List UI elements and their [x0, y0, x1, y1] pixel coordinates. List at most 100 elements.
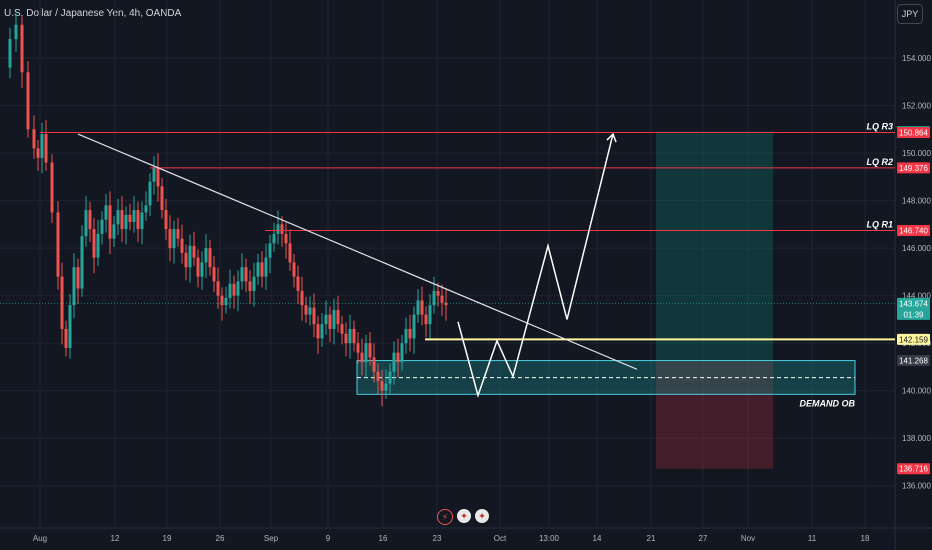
- candle-body: [140, 212, 144, 230]
- candle-body: [14, 24, 18, 40]
- candle-body: [432, 290, 436, 306]
- demand-zone-label: DEMAND OB: [800, 398, 856, 408]
- candle-body: [372, 357, 376, 372]
- candle-body: [176, 229, 180, 239]
- x-tick-label: 12: [111, 534, 120, 543]
- y-tick-label: 140.000: [902, 387, 931, 396]
- zones: DEMAND OB: [356, 131, 856, 469]
- y-tick-label: 138.000: [902, 434, 931, 443]
- x-tick-label: 18: [861, 534, 870, 543]
- trendline: [77, 133, 638, 370]
- price-tags: 150.909150.864149.376146.740143.67401:39…: [897, 125, 930, 475]
- candle-body: [56, 212, 60, 277]
- candle-body: [188, 245, 192, 268]
- candle-body: [200, 262, 204, 277]
- y-tick-label: 144.000: [902, 292, 931, 301]
- candle-body: [316, 324, 320, 339]
- level-price-tag-text: 150.864: [899, 129, 928, 138]
- candle-body: [400, 343, 404, 363]
- candle-body: [416, 300, 420, 315]
- candle-body: [144, 205, 148, 213]
- candle-body: [20, 24, 24, 73]
- y-tick-label: 150.000: [902, 149, 931, 158]
- highlight-price-tag-text: 142.159: [899, 335, 928, 344]
- candle-body: [260, 262, 264, 277]
- candle-body: [264, 257, 268, 277]
- candle-body: [428, 305, 432, 325]
- candle-body: [360, 352, 364, 363]
- candle-body: [364, 343, 368, 363]
- candle-body: [132, 210, 136, 222]
- candle-body: [412, 314, 416, 339]
- candle-body: [172, 229, 176, 249]
- candle-body: [80, 236, 84, 289]
- candle-body: [332, 309, 336, 329]
- candle-body: [136, 210, 140, 230]
- x-tick-label: 23: [433, 534, 442, 543]
- chart-title: U.S. Dollar / Japanese Yen, 4h, OANDA: [4, 8, 182, 19]
- projection-arrow: [606, 132, 617, 143]
- candle-body: [40, 134, 44, 158]
- stop-price-tag: [897, 463, 930, 475]
- candle-body: [72, 267, 76, 306]
- candle-body: [196, 257, 200, 277]
- candle-body: [236, 281, 240, 296]
- entry-price-tag: [897, 355, 930, 367]
- candle-body: [76, 267, 80, 289]
- candle-body: [344, 333, 348, 344]
- flag-icon-2[interactable]: ✦: [475, 509, 489, 523]
- candle-body: [312, 307, 316, 325]
- candle-body: [32, 129, 36, 149]
- candle-body: [392, 352, 396, 372]
- candle-body: [44, 134, 48, 163]
- candle-body: [216, 281, 220, 296]
- candle-body: [204, 248, 208, 263]
- candle-body: [120, 210, 124, 230]
- x-tick-label: 16: [379, 534, 388, 543]
- candle-body: [388, 371, 392, 384]
- flag-icon-1[interactable]: ✦: [457, 509, 471, 523]
- candle-body: [50, 162, 54, 213]
- candle-body: [96, 233, 100, 258]
- level-price-tag: [897, 162, 930, 174]
- candle-body: [112, 224, 116, 239]
- candle-body: [152, 167, 156, 182]
- y-tick-label: 136.000: [902, 482, 931, 491]
- highlight-price-tag: [897, 333, 930, 345]
- candle-body: [252, 276, 256, 291]
- x-tick-label: 21: [647, 534, 656, 543]
- current-price-tag-text: 143.674: [899, 299, 928, 308]
- x-tick-label: 9: [326, 534, 331, 543]
- candle-body: [68, 305, 72, 348]
- candle-body: [160, 186, 164, 211]
- candle-body: [444, 302, 448, 306]
- candle-body: [148, 181, 152, 206]
- candle-body: [304, 305, 308, 315]
- drawings: LQ R3 LQ R2 LQ R1: [0, 122, 895, 398]
- candle-body: [424, 314, 428, 325]
- x-tick-label: 27: [699, 534, 708, 543]
- candle-body: [328, 314, 332, 329]
- candle-body: [276, 224, 280, 234]
- candle-body: [244, 267, 248, 282]
- event-icons: ⚡ ✦ ✦: [437, 509, 489, 525]
- candle-body: [436, 290, 440, 296]
- candle-body: [368, 343, 372, 358]
- lightning-icon[interactable]: ⚡: [437, 509, 453, 525]
- current-price-tag-countdown: 01:39: [903, 310, 924, 319]
- candle-body: [308, 307, 312, 315]
- candles: [8, 10, 448, 407]
- candle-body: [8, 39, 12, 68]
- projection-path: [457, 133, 614, 398]
- candle-body: [164, 210, 168, 230]
- currency-button[interactable]: JPY: [897, 4, 923, 24]
- candle-body: [440, 295, 444, 303]
- candle-body: [324, 314, 328, 325]
- candle-body: [100, 219, 104, 234]
- candle-body: [272, 233, 276, 244]
- candle-body: [284, 233, 288, 244]
- candle-body: [60, 276, 64, 329]
- x-tick-label: 13:00: [539, 534, 560, 543]
